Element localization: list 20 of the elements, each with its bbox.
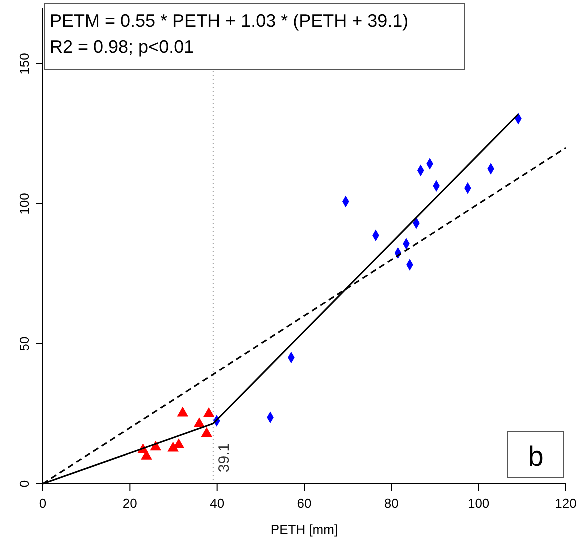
annotation: b	[528, 441, 544, 472]
point	[194, 418, 206, 428]
x-tick-label: 100	[468, 496, 490, 511]
y-tick-label: 50	[17, 336, 32, 352]
x-tick-label: 80	[384, 496, 399, 511]
point	[201, 427, 213, 438]
x-tick-label: 120	[555, 496, 577, 511]
ref-line-label: 39.1	[216, 443, 233, 473]
y-tick-label: 0	[17, 480, 32, 488]
point	[141, 450, 152, 460]
x-tick-label: 60	[297, 496, 312, 511]
annotation: PETM = 0.55 * PETH + 1.03 * (PETH + 39.1) R2 = 0.98; p<0.01	[50, 11, 409, 57]
point	[177, 406, 189, 417]
x-tick-label: 40	[210, 496, 225, 511]
x-tick-label: 0	[39, 496, 47, 511]
x-axis-title: PETH [mm]	[270, 522, 338, 537]
x-tick-label: 20	[122, 496, 138, 511]
y-tick-label: 150	[17, 53, 32, 75]
y-tick-label: 100	[17, 193, 32, 215]
point	[203, 407, 215, 418]
